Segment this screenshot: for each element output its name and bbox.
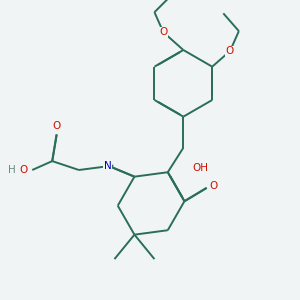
Text: O: O (52, 121, 61, 130)
Text: N: N (104, 160, 112, 171)
Text: O: O (226, 46, 234, 56)
Text: OH: OH (192, 163, 208, 173)
Text: H: H (8, 165, 16, 175)
Text: O: O (159, 27, 167, 37)
Text: O: O (20, 165, 28, 175)
Text: O: O (209, 181, 218, 191)
